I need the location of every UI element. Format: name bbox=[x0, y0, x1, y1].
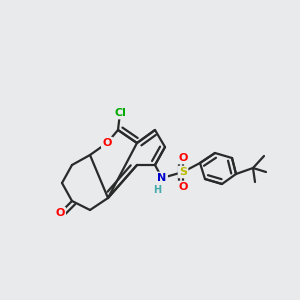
Text: O: O bbox=[102, 138, 112, 148]
Text: O: O bbox=[178, 153, 188, 163]
Text: N: N bbox=[158, 173, 166, 183]
Text: O: O bbox=[55, 208, 65, 218]
Text: S: S bbox=[179, 167, 187, 177]
Text: H: H bbox=[153, 185, 161, 195]
Text: Cl: Cl bbox=[114, 108, 126, 118]
Text: O: O bbox=[178, 182, 188, 192]
